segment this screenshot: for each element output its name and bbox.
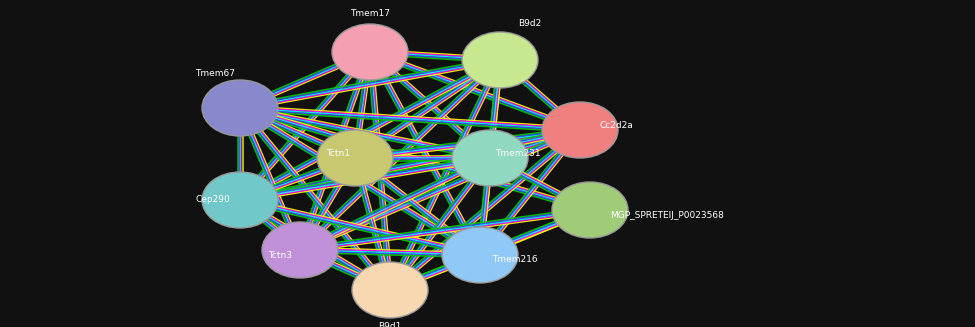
Text: Tctn3: Tctn3 — [268, 250, 292, 260]
Ellipse shape — [262, 222, 338, 278]
Ellipse shape — [442, 227, 518, 283]
Ellipse shape — [542, 102, 618, 158]
Text: Cep290: Cep290 — [195, 196, 230, 204]
Text: Tmem67: Tmem67 — [195, 69, 235, 78]
Text: B9d1: B9d1 — [378, 322, 402, 327]
Ellipse shape — [317, 130, 393, 186]
Text: B9d2: B9d2 — [518, 19, 541, 28]
Text: Tmem17: Tmem17 — [350, 9, 390, 18]
Text: Tctn1: Tctn1 — [326, 148, 350, 158]
Text: Cc2d2a: Cc2d2a — [600, 121, 634, 129]
Text: MGP_SPRETEIJ_P0023568: MGP_SPRETEIJ_P0023568 — [610, 211, 723, 219]
Text: Tmem231: Tmem231 — [495, 148, 540, 158]
Ellipse shape — [202, 80, 278, 136]
Ellipse shape — [332, 24, 408, 80]
Ellipse shape — [352, 262, 428, 318]
Text: Tmem216: Tmem216 — [492, 255, 537, 265]
Ellipse shape — [552, 182, 628, 238]
Ellipse shape — [452, 130, 528, 186]
Ellipse shape — [462, 32, 538, 88]
Ellipse shape — [202, 172, 278, 228]
